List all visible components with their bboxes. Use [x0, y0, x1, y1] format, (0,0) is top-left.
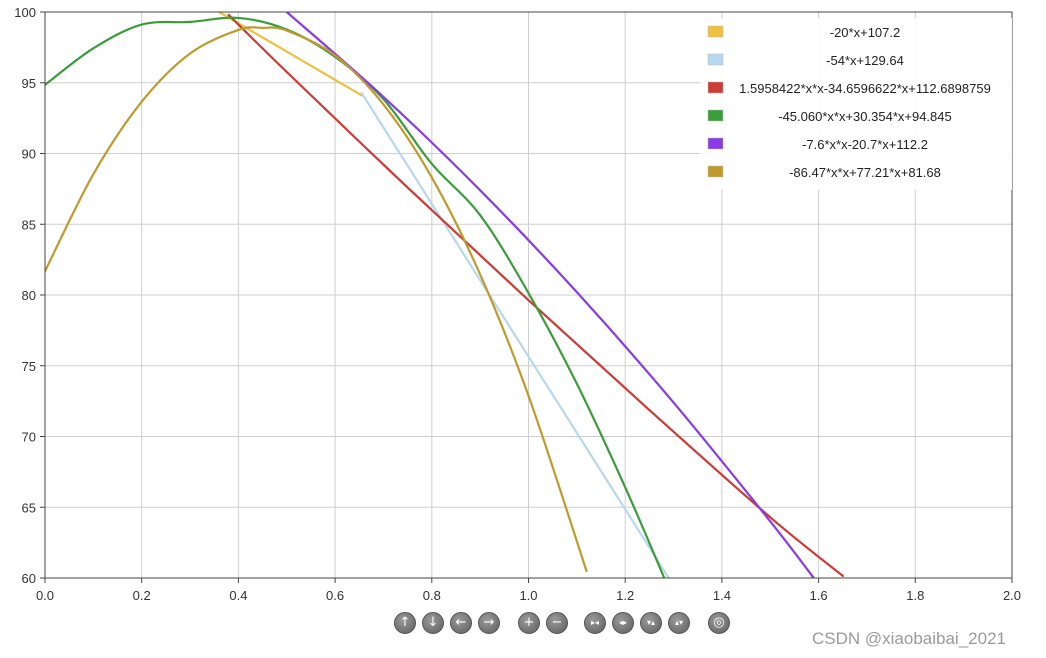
y-tick-label: 65	[22, 500, 36, 515]
legend-swatch	[707, 165, 724, 178]
series-layer	[45, 12, 844, 578]
x-tick-label: 0.8	[423, 588, 441, 603]
legend-label: 1.5958422*x*x-34.6596622*x+112.6898759	[739, 81, 991, 96]
x-tick-label: 1.6	[810, 588, 828, 603]
legend-swatch	[707, 109, 724, 122]
y-tick-label: 85	[22, 217, 36, 232]
legend-swatch	[707, 81, 724, 94]
pan-left-button[interactable]: ←	[450, 612, 472, 634]
y-tick-label: 80	[22, 288, 36, 303]
series-line-1	[360, 91, 670, 578]
pan-right-button[interactable]: →	[478, 612, 500, 634]
series-line-3	[45, 16, 665, 578]
legend-label: -86.47*x*x+77.21*x+81.68	[789, 165, 941, 180]
pan-up-button[interactable]: ↑	[394, 612, 416, 634]
reset-view-button[interactable]: ◎	[708, 612, 730, 634]
zoom-out-button[interactable]: −	[546, 612, 568, 634]
zoom-in-button[interactable]: +	[518, 612, 540, 634]
x-tick-label: 1.8	[906, 588, 924, 603]
y-tick-label: 95	[22, 76, 36, 91]
x-axis-ticks: 0.0 0.2 0.4 0.6 0.8 1.0 1.2 1.4 1.6 1.8 2.0	[36, 578, 1021, 603]
series-line-5	[45, 26, 588, 573]
legend-label: -7.6*x*x-20.7*x+112.2	[802, 137, 928, 152]
y-tick-label: 70	[22, 430, 36, 445]
legend-swatch	[707, 25, 724, 38]
x-tick-label: 0.2	[133, 588, 151, 603]
x-tick-label: 1.4	[713, 588, 731, 603]
pan-down-button[interactable]: ↓	[422, 612, 444, 634]
y-tick-label: 60	[22, 571, 36, 586]
legend-label: -54*x+129.64	[826, 53, 904, 68]
series-line-0	[217, 12, 363, 97]
watermark: CSDN @xiaobaibai_2021	[812, 629, 1006, 648]
x-tick-label: 1.2	[616, 588, 634, 603]
y-tick-label: 100	[14, 5, 36, 20]
zoom-y-in-button[interactable]: ▾▴	[640, 612, 662, 634]
y-tick-label: 90	[22, 147, 36, 162]
x-tick-label: 1.0	[519, 588, 537, 603]
legend-swatch	[707, 53, 724, 66]
legend-swatch	[707, 137, 724, 150]
legend-label: -45.060*x*x+30.354*x+94.845	[778, 109, 951, 124]
y-tick-label: 75	[22, 359, 36, 374]
legend: -20*x+107.2 -54*x+129.64 1.5958422*x*x-34.…	[700, 18, 1012, 190]
zoom-x-in-button[interactable]: ▸◂	[584, 612, 606, 634]
x-tick-label: 0.6	[326, 588, 344, 603]
chart: 0.0 0.2 0.4 0.6 0.8 1.0 1.2 1.4 1.6 1.8 2.0 60 65 70…	[14, 5, 1021, 603]
zoom-y-out-button[interactable]: ▴▾	[668, 612, 690, 634]
legend-background	[700, 18, 1012, 190]
x-tick-label: 2.0	[1003, 588, 1021, 603]
legend-label: -20*x+107.2	[830, 25, 900, 40]
zoom-x-out-button[interactable]: ◂▸	[612, 612, 634, 634]
x-tick-label: 0.0	[36, 588, 54, 603]
series-line-4	[285, 12, 815, 578]
y-axis-ticks: 60 65 70 75 80 85 90 95 100	[14, 5, 45, 586]
x-tick-label: 0.4	[229, 588, 247, 603]
